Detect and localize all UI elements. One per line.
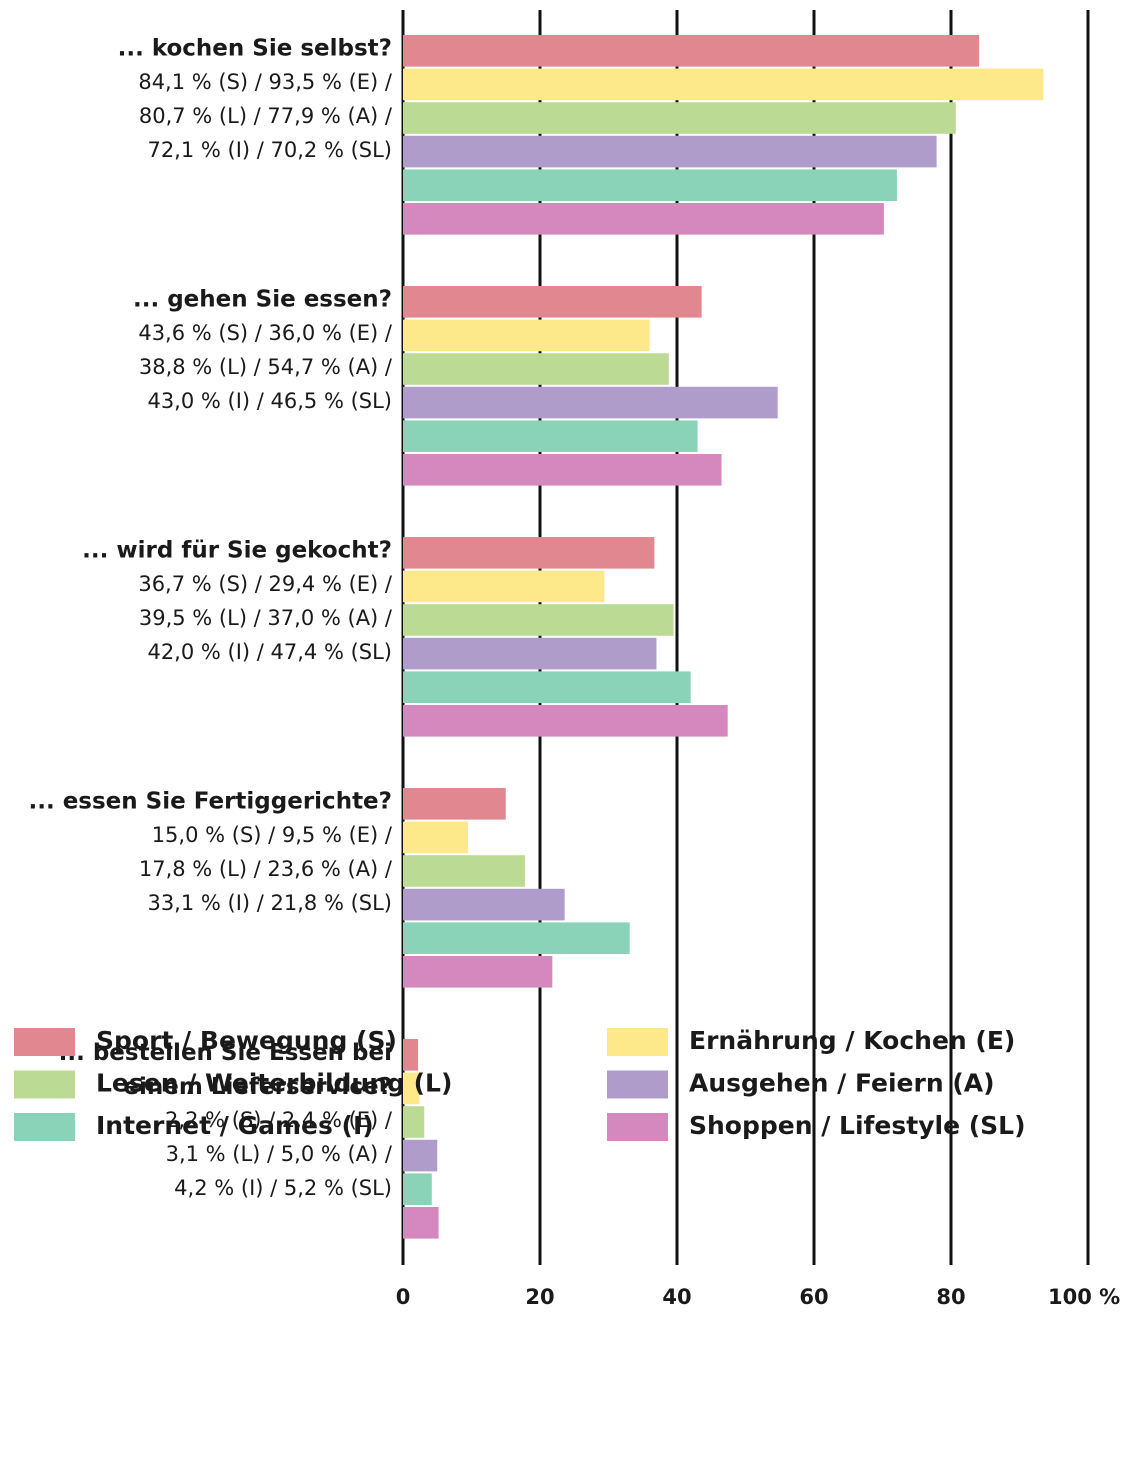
bar	[403, 169, 897, 201]
legend-label: Internet / Games (I)	[96, 1111, 374, 1140]
bar	[403, 855, 525, 887]
legend-swatch	[14, 1113, 75, 1141]
bar	[403, 1139, 438, 1172]
category-note: 39,5 % (L) / 37,0 % (A) /	[139, 606, 393, 630]
bar	[403, 1173, 432, 1205]
category-label: ... essen Sie Fertiggerichte?	[28, 789, 392, 815]
x-tick-label: 60	[799, 1285, 828, 1309]
category-note: 2,2 % (S) / 2,4 % (E) /	[165, 1108, 393, 1132]
bar	[403, 705, 728, 737]
bar	[403, 637, 657, 670]
bar	[403, 537, 655, 569]
legend-label: Shoppen / Lifestyle (SL)	[689, 1111, 1026, 1140]
category-label-line: ... bestellen Sie Essen bei	[59, 1040, 392, 1066]
category-label: ... gehen Sie essen?	[133, 287, 392, 313]
category-label: ... kochen Sie selbst?	[118, 36, 392, 62]
bar	[403, 604, 674, 636]
bar	[403, 102, 956, 134]
legend-swatch	[14, 1070, 75, 1099]
bar	[403, 821, 469, 854]
bar	[403, 68, 1044, 101]
bar	[403, 570, 605, 603]
category-label-line: einem Lieferservice?	[123, 1074, 392, 1100]
x-tick-label: 20	[525, 1285, 554, 1309]
legend-label: Lesen / Weiterbildung (L)	[96, 1069, 452, 1098]
bar	[403, 1072, 420, 1105]
category-note: 43,0 % (I) / 46,5 % (SL)	[147, 389, 392, 413]
bar	[403, 671, 691, 703]
category-note: 33,1 % (I) / 21,8 % (SL)	[147, 891, 392, 915]
legend-swatch	[14, 1028, 75, 1056]
bar	[403, 353, 669, 385]
bar	[403, 454, 722, 486]
category-note: 80,7 % (L) / 77,9 % (A) /	[139, 104, 393, 128]
bar	[403, 203, 884, 235]
x-tick-label: 100 %	[1048, 1285, 1120, 1309]
bar	[403, 35, 980, 67]
category-note: 15,0 % (S) / 9,5 % (E) /	[152, 823, 393, 847]
bar	[403, 135, 937, 168]
legend-label: Ausgehen / Feiern (A)	[689, 1069, 995, 1098]
bar	[403, 1039, 419, 1071]
category-note: 17,8 % (L) / 23,6 % (A) /	[139, 857, 393, 881]
category-note: 72,1 % (I) / 70,2 % (SL)	[147, 138, 392, 162]
legend-swatch	[607, 1070, 668, 1099]
category-note: 3,1 % (L) / 5,0 % (A) /	[166, 1142, 393, 1166]
category-note: 4,2 % (I) / 5,2 % (SL)	[174, 1176, 392, 1200]
bar	[403, 286, 702, 318]
bar	[403, 1207, 439, 1239]
bar	[403, 888, 565, 921]
category-note: 84,1 % (S) / 93,5 % (E) /	[138, 70, 393, 94]
category-note: 43,6 % (S) / 36,0 % (E) /	[138, 321, 393, 345]
x-tick-label: 80	[936, 1285, 965, 1309]
bar	[403, 386, 778, 419]
bar	[403, 788, 506, 820]
x-tick-label: 40	[662, 1285, 691, 1309]
category-note: 42,0 % (I) / 47,4 % (SL)	[147, 640, 392, 664]
category-label: ... bestellen Sie Essen bei einem Liefers…	[59, 1040, 392, 1100]
legend-swatch	[607, 1113, 668, 1141]
bar	[403, 420, 698, 452]
category-note: 38,8 % (L) / 54,7 % (A) /	[139, 355, 393, 379]
bar	[403, 956, 553, 988]
category-note: 36,7 % (S) / 29,4 % (E) /	[138, 572, 393, 596]
legend-swatch	[607, 1028, 668, 1056]
category-label: ... wird für Sie gekocht?	[82, 538, 392, 564]
legend-label: Sport / Bewegung (S)	[96, 1026, 397, 1055]
bar	[403, 319, 650, 352]
legend-label: Ernährung / Kochen (E)	[689, 1026, 1015, 1055]
bar	[403, 922, 630, 954]
x-tick-label: 0	[396, 1285, 411, 1309]
bar	[403, 1106, 425, 1138]
